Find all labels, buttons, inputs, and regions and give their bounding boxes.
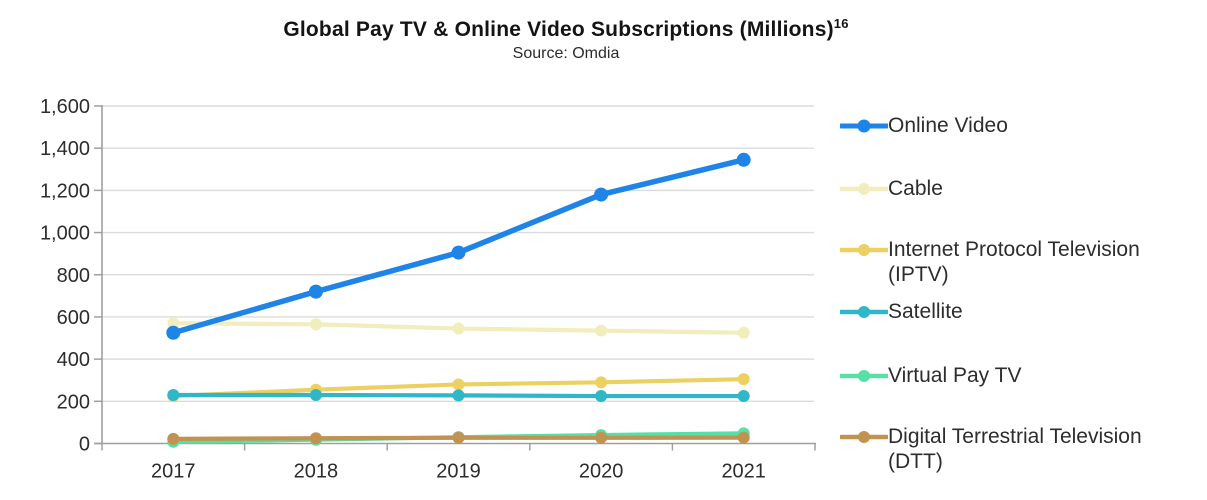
svg-text:1,200: 1,200 (40, 180, 90, 202)
svg-text:1,000: 1,000 (40, 223, 90, 245)
svg-text:600: 600 (57, 307, 90, 329)
chart-title-footnote: 16 (833, 16, 849, 31)
svg-text:2019: 2019 (436, 461, 481, 483)
chart-title: Global Pay TV & Online Video Subscriptio… (0, 16, 1132, 42)
svg-text:1,600: 1,600 (40, 96, 90, 118)
svg-text:200: 200 (57, 391, 90, 413)
svg-text:2021: 2021 (721, 461, 766, 483)
chart-source: Source: Omdia (512, 45, 620, 62)
svg-text:2017: 2017 (151, 461, 196, 483)
svg-text:2020: 2020 (579, 461, 624, 483)
svg-text:800: 800 (57, 265, 90, 287)
chart-title-text: Global Pay TV & Online Video Subscriptio… (283, 18, 834, 41)
svg-text:0: 0 (79, 434, 90, 456)
svg-text:400: 400 (57, 349, 90, 371)
svg-text:1,400: 1,400 (40, 138, 90, 160)
svg-text:2018: 2018 (294, 461, 339, 483)
chart-header: Global Pay TV & Online Video Subscriptio… (0, 16, 1132, 63)
